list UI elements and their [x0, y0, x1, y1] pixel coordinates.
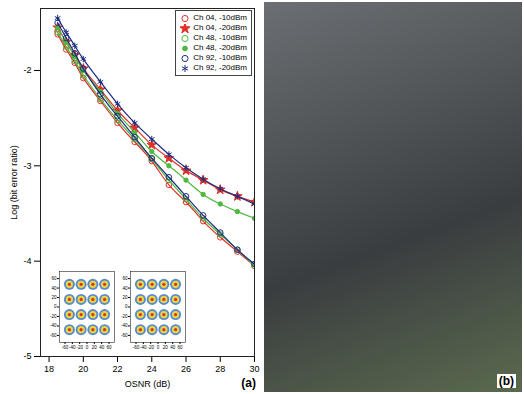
svg-text:-20: -20: [147, 345, 154, 350]
svg-text:18: 18: [44, 364, 54, 374]
svg-text:-40: -40: [121, 323, 128, 328]
svg-text:40: 40: [170, 345, 176, 350]
svg-text:20: 20: [78, 364, 88, 374]
svg-text:-60: -60: [50, 333, 57, 338]
svg-text:20: 20: [92, 345, 98, 350]
svg-text:22: 22: [113, 364, 123, 374]
svg-text:28: 28: [215, 364, 225, 374]
svg-text:-60: -60: [121, 333, 128, 338]
svg-text:0: 0: [54, 304, 57, 309]
html-text:(b): (b): [498, 374, 514, 388]
svg-text:24: 24: [147, 364, 157, 374]
html-text:Ch 92, -10dBm: Ch 92, -10dBm: [193, 53, 247, 62]
svg-text:60: 60: [177, 345, 183, 350]
svg-text:0: 0: [86, 345, 89, 350]
svg-text:40: 40: [51, 286, 57, 291]
svg-text:60: 60: [51, 276, 57, 281]
svg-text:20: 20: [163, 345, 169, 350]
svg-text:-60: -60: [133, 345, 140, 350]
html-text:Ch 48, -20dBm: Ch 48, -20dBm: [193, 43, 247, 52]
html-text:Ch 48, -10dBm: Ch 48, -10dBm: [193, 33, 247, 42]
svg-text:-40: -40: [140, 345, 147, 350]
svg-text:-20: -20: [76, 345, 83, 350]
svg-text:40: 40: [99, 345, 105, 350]
svg-text:Log (bit error ratio): Log (bit error ratio): [9, 145, 19, 220]
svg-text:-3: -3: [23, 161, 31, 171]
html-text:Ch 92, -20dBm: Ch 92, -20dBm: [193, 63, 247, 72]
svg-text:60: 60: [122, 276, 128, 281]
html-text:(a): (a): [241, 376, 256, 390]
svg-text:60: 60: [106, 345, 112, 350]
html-text:Ch 04, -20dBm: Ch 04, -20dBm: [193, 23, 247, 32]
svg-text:-2: -2: [23, 65, 31, 75]
svg-text:20: 20: [51, 295, 57, 300]
svg-text:26: 26: [181, 364, 191, 374]
svg-text:0: 0: [157, 345, 160, 350]
svg-text:-20: -20: [121, 314, 128, 319]
svg-text:OSNR (dB): OSNR (dB): [125, 379, 171, 389]
svg-text:40: 40: [122, 286, 128, 291]
svg-text:20: 20: [122, 295, 128, 300]
svg-text:-60: -60: [62, 345, 69, 350]
html-text:Ch 04, -10dBm: Ch 04, -10dBm: [193, 13, 247, 22]
svg-text:-5: -5: [23, 351, 31, 361]
svg-text:-4: -4: [23, 256, 31, 266]
svg-text:-20: -20: [50, 314, 57, 319]
svg-text:0: 0: [125, 304, 128, 309]
svg-text:30: 30: [249, 364, 259, 374]
svg-text:-40: -40: [69, 345, 76, 350]
svg-text:-40: -40: [50, 323, 57, 328]
